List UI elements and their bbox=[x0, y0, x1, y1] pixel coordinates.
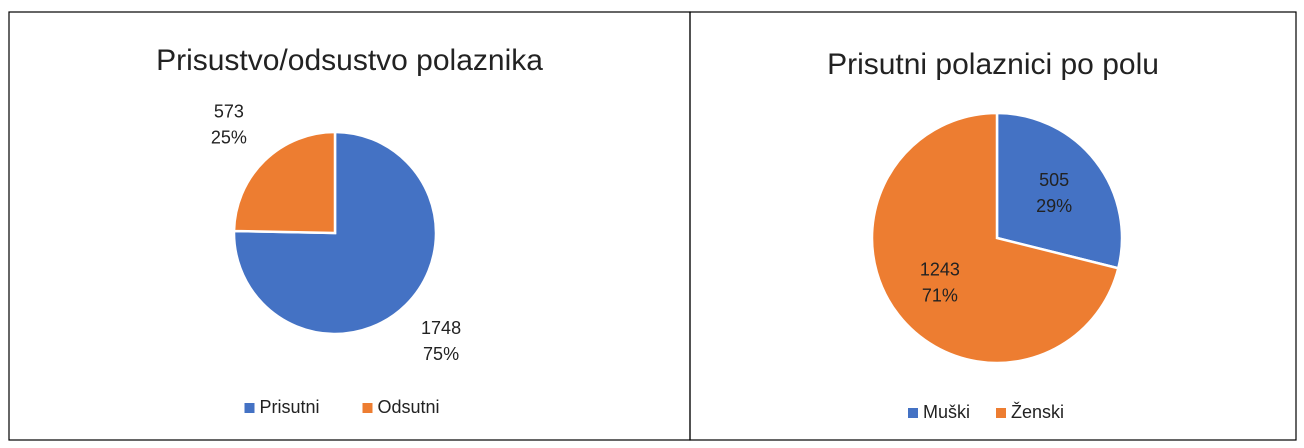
legend-label: Prisutni bbox=[260, 397, 320, 417]
legend: Muški Ženski bbox=[908, 402, 1064, 422]
legend-swatch bbox=[996, 408, 1006, 418]
percent-label: 71% bbox=[922, 285, 958, 305]
legend-label: Ženski bbox=[1011, 402, 1064, 422]
data-label: 1748 bbox=[421, 318, 461, 338]
pie-slice bbox=[995, 111, 1124, 270]
pie-slice bbox=[232, 130, 337, 235]
chart-title: Prisutni polaznici po polu bbox=[827, 48, 1159, 81]
data-label: 1243 bbox=[920, 259, 960, 279]
legend-swatch bbox=[362, 403, 373, 413]
percent-label: 75% bbox=[423, 344, 459, 364]
legend-swatch bbox=[908, 408, 918, 418]
chart-title: Prisustvo/odsustvo polaznika bbox=[156, 44, 543, 77]
legend-swatch bbox=[244, 403, 255, 413]
legend: Prisutni Odsutni bbox=[244, 397, 440, 417]
percent-label: 25% bbox=[211, 128, 247, 148]
data-label: 505 bbox=[1039, 170, 1069, 190]
panel-border bbox=[689, 11, 1297, 441]
percent-label: 29% bbox=[1036, 196, 1072, 216]
data-label: 573 bbox=[214, 102, 244, 122]
legend-label: Odsutni bbox=[378, 397, 440, 417]
legend-label: Muški bbox=[923, 402, 970, 422]
pie-slice bbox=[870, 111, 1120, 365]
pie-slice bbox=[232, 130, 438, 336]
